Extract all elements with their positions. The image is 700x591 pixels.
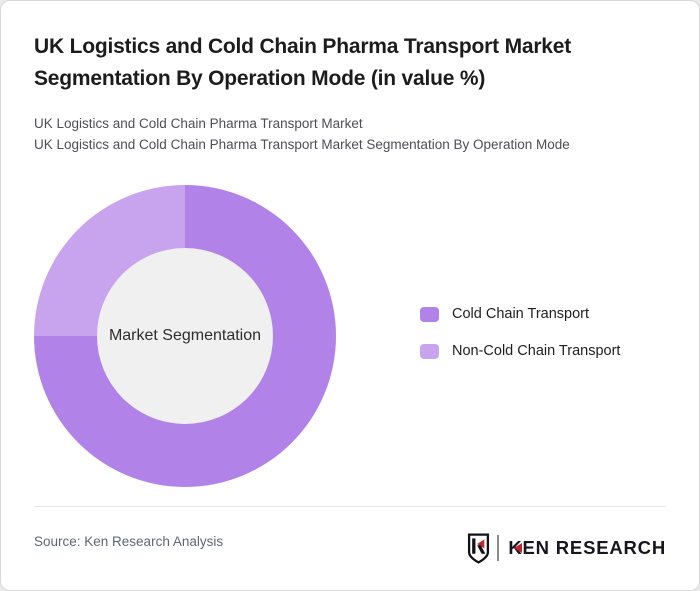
red-triangle-icon bbox=[514, 543, 523, 553]
legend-item-non-cold-chain: Non-Cold Chain Transport bbox=[420, 343, 620, 359]
footer-divider bbox=[34, 506, 666, 507]
legend-swatch-cold-chain bbox=[420, 306, 439, 322]
legend-label-cold-chain: Cold Chain Transport bbox=[452, 306, 590, 322]
source-text: Source: Ken Research Analysis bbox=[34, 534, 224, 549]
donut-center-label: Market Segmentation bbox=[108, 327, 262, 344]
brand-wordmark: KEN RESEARCH bbox=[508, 537, 666, 559]
legend-label-non-cold-chain: Non-Cold Chain Transport bbox=[452, 343, 621, 359]
donut-hole: Market Segmentation bbox=[97, 248, 273, 424]
page-title: UK Logistics and Cold Chain Pharma Trans… bbox=[34, 31, 679, 95]
legend-item-cold-chain: Cold Chain Transport bbox=[420, 306, 620, 322]
legend: Cold Chain Transport Non-Cold Chain Tran… bbox=[420, 306, 620, 380]
page-title-line-1: UK Logistics and Cold Chain Pharma Trans… bbox=[34, 35, 572, 58]
legend-swatch-non-cold-chain bbox=[420, 343, 439, 359]
shield-icon bbox=[467, 532, 490, 564]
page-title-line-2: Segmentation By Operation Mode (in value… bbox=[34, 67, 486, 90]
subtitle-line-2: UK Logistics and Cold Chain Pharma Trans… bbox=[34, 137, 570, 152]
logo-separator bbox=[497, 535, 500, 561]
donut-chart: Market Segmentation bbox=[34, 185, 336, 487]
ken-research-logo: KEN RESEARCH bbox=[467, 529, 666, 567]
subtitle-line-1: UK Logistics and Cold Chain Pharma Trans… bbox=[34, 116, 363, 131]
brand-wordmark-text: KEN RESEARCH bbox=[508, 537, 666, 558]
subtitle: UK Logistics and Cold Chain Pharma Trans… bbox=[34, 113, 679, 155]
